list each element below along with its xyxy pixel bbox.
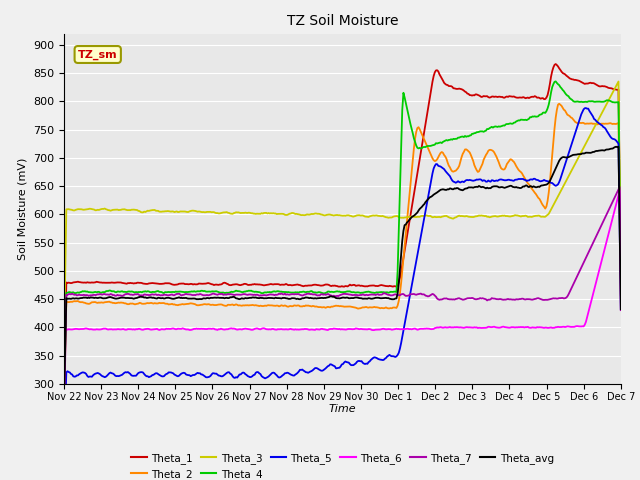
- Theta_4: [234, 288, 241, 294]
- Theta_5: [60, 442, 68, 448]
- Theta_avg: [614, 144, 622, 150]
- Theta_2: [617, 292, 625, 298]
- Theta_7: [372, 292, 380, 298]
- Theta_6: [234, 327, 241, 333]
- Theta_4: [295, 289, 303, 295]
- Theta_4: [372, 290, 380, 296]
- Theta_5: [399, 334, 406, 340]
- Theta_avg: [295, 296, 303, 302]
- Theta_1: [567, 76, 575, 82]
- Theta_5: [566, 147, 573, 153]
- Theta_3: [469, 214, 477, 220]
- Theta_6: [469, 325, 477, 331]
- Theta_2: [567, 115, 575, 120]
- Theta_7: [60, 421, 68, 427]
- Theta_4: [469, 131, 477, 137]
- Theta_2: [295, 302, 303, 308]
- Theta_avg: [372, 295, 380, 300]
- Theta_4: [60, 394, 68, 400]
- Legend: Theta_1, Theta_2, Theta_3, Theta_4, Theta_5, Theta_6, Theta_7, Theta_avg: Theta_1, Theta_2, Theta_3, Theta_4, Thet…: [127, 448, 558, 480]
- Theta_3: [295, 212, 303, 217]
- Theta_3: [399, 215, 406, 220]
- Theta_7: [469, 295, 477, 301]
- Line: Theta_avg: Theta_avg: [64, 147, 621, 400]
- Theta_5: [469, 178, 477, 184]
- Theta_5: [372, 355, 380, 360]
- Theta_4: [399, 107, 406, 113]
- Theta_avg: [617, 307, 625, 312]
- Theta_4: [567, 96, 575, 102]
- Theta_1: [552, 61, 559, 67]
- Theta_4: [552, 79, 559, 84]
- Theta_2: [234, 302, 241, 308]
- Title: TZ Soil Moisture: TZ Soil Moisture: [287, 14, 398, 28]
- Theta_2: [372, 304, 380, 310]
- Theta_2: [469, 158, 477, 164]
- Theta_2: [399, 268, 406, 274]
- Theta_1: [60, 388, 68, 394]
- Theta_6: [616, 188, 623, 193]
- Theta_5: [234, 375, 241, 381]
- Theta_5: [295, 369, 303, 374]
- Theta_1: [295, 282, 303, 288]
- Theta_6: [372, 327, 380, 333]
- Theta_3: [234, 210, 241, 216]
- Theta_avg: [60, 397, 68, 403]
- Y-axis label: Soil Moisture (mV): Soil Moisture (mV): [17, 157, 28, 260]
- Theta_6: [566, 324, 573, 330]
- Theta_avg: [566, 154, 573, 159]
- Theta_7: [617, 275, 625, 281]
- Theta_7: [616, 184, 623, 190]
- Theta_3: [372, 213, 380, 218]
- Line: Theta_2: Theta_2: [64, 104, 621, 402]
- Theta_6: [295, 327, 303, 333]
- Theta_2: [60, 399, 68, 405]
- Theta_7: [234, 292, 241, 298]
- Theta_4: [617, 279, 625, 285]
- Line: Theta_4: Theta_4: [64, 82, 621, 397]
- Theta_2: [556, 101, 563, 107]
- Theta_1: [234, 281, 241, 287]
- Theta_5: [582, 105, 590, 111]
- X-axis label: Time: Time: [328, 405, 356, 414]
- Line: Theta_3: Theta_3: [64, 82, 621, 347]
- Theta_7: [295, 291, 303, 297]
- Theta_avg: [469, 185, 477, 191]
- Line: Theta_7: Theta_7: [64, 187, 621, 424]
- Line: Theta_5: Theta_5: [64, 108, 621, 445]
- Theta_3: [617, 266, 625, 272]
- Theta_1: [617, 272, 625, 278]
- Theta_5: [617, 306, 625, 312]
- Line: Theta_1: Theta_1: [64, 64, 621, 391]
- Theta_1: [372, 283, 380, 289]
- Line: Theta_6: Theta_6: [64, 191, 621, 404]
- Theta_3: [614, 79, 622, 84]
- Theta_7: [399, 291, 406, 297]
- Text: TZ_sm: TZ_sm: [78, 49, 118, 60]
- Theta_3: [566, 171, 573, 177]
- Theta_avg: [399, 238, 406, 243]
- Theta_1: [469, 92, 477, 98]
- Theta_7: [566, 289, 573, 295]
- Theta_avg: [234, 296, 241, 301]
- Theta_6: [617, 307, 625, 313]
- Theta_6: [399, 326, 406, 332]
- Theta_3: [60, 344, 68, 350]
- Theta_1: [399, 262, 406, 268]
- Theta_6: [60, 401, 68, 407]
